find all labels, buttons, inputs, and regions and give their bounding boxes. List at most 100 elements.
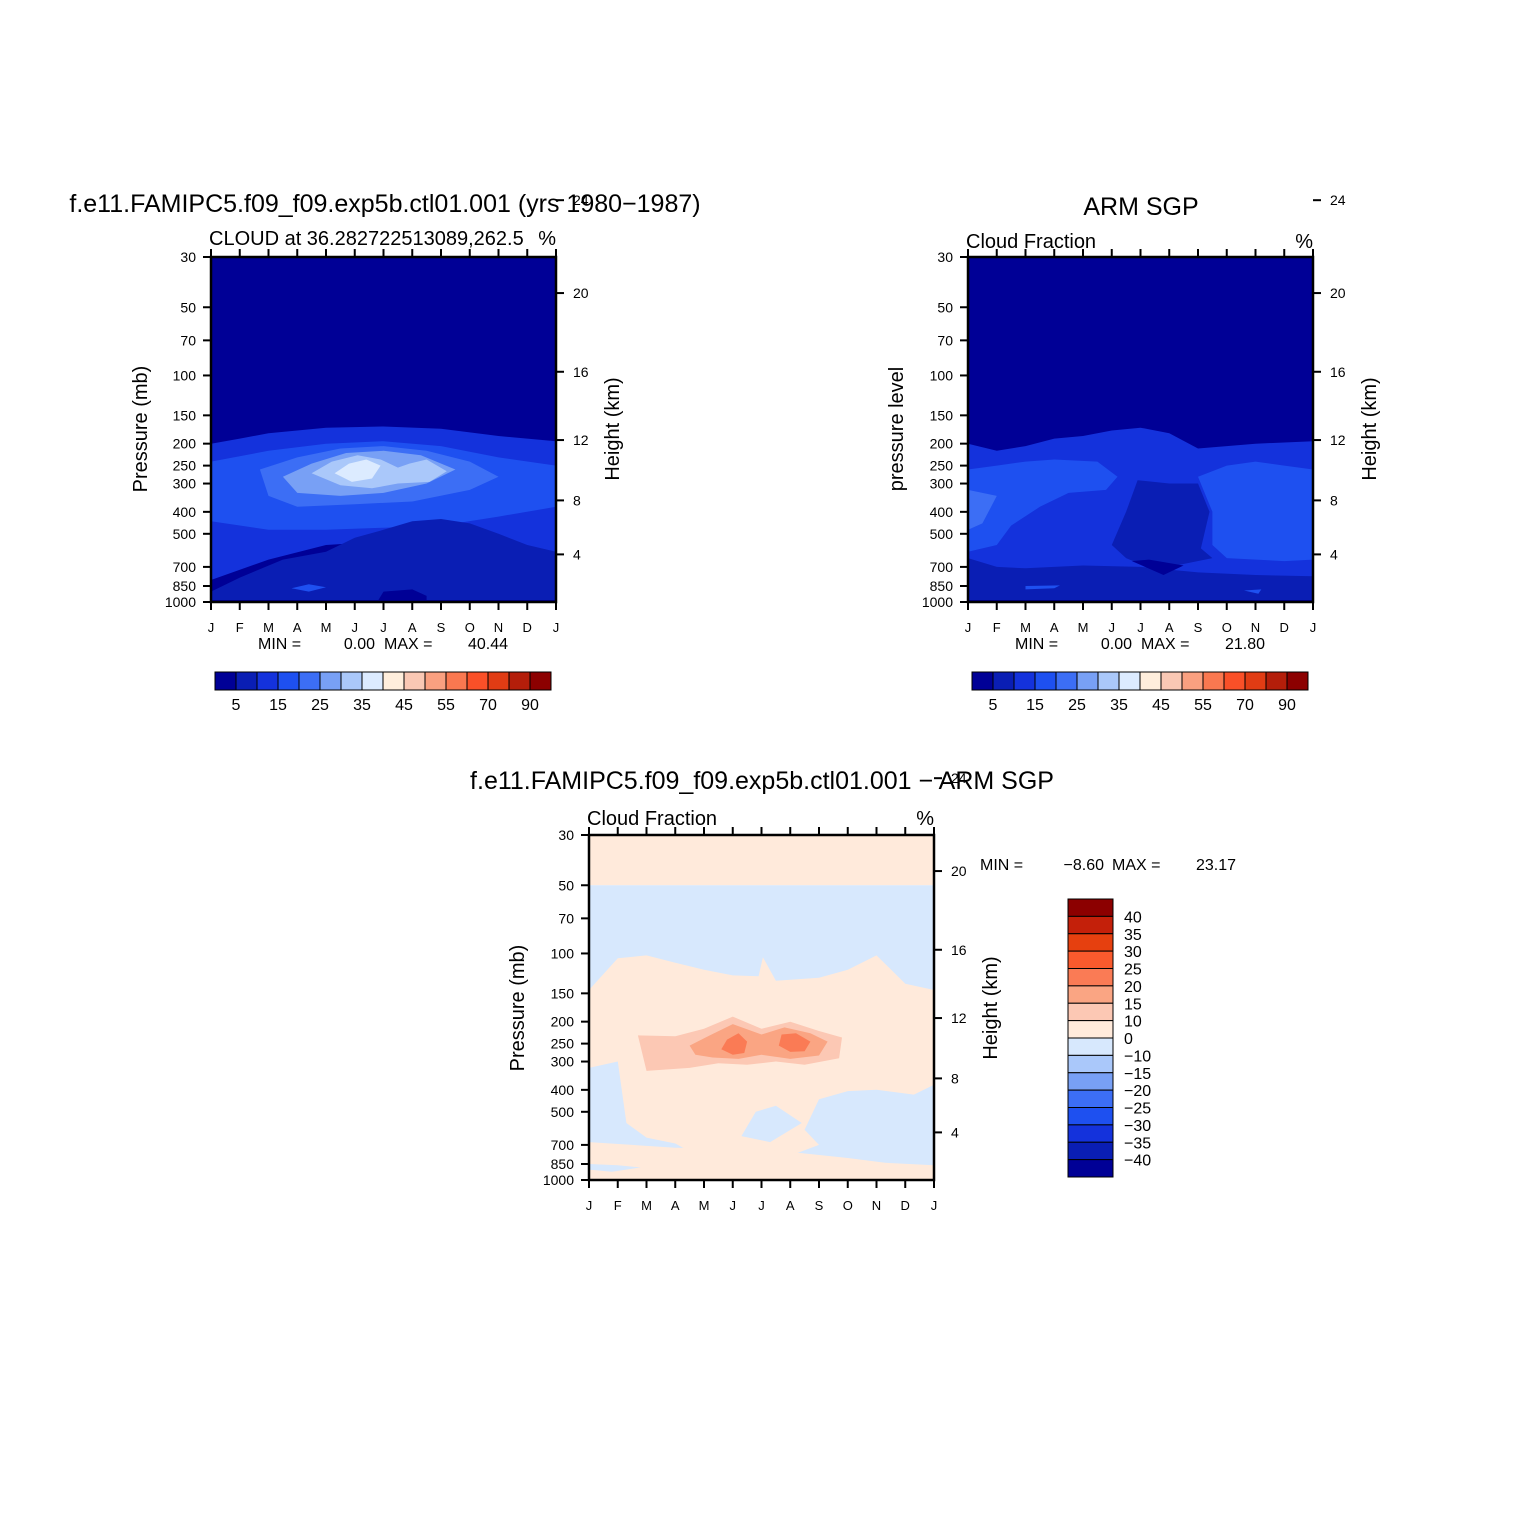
y-tick-label: 850 <box>551 1156 575 1172</box>
y-tick-label: 70 <box>937 332 953 348</box>
x-tick-label: M <box>263 620 274 635</box>
colorbar-label: 35 <box>353 697 371 714</box>
colorbar-label: 70 <box>1236 697 1254 714</box>
colorbar-swatch <box>466 671 489 691</box>
y-tick-label: 200 <box>930 436 954 452</box>
x-tick-label: J <box>730 1198 737 1213</box>
y-tick-label: 850 <box>930 578 954 594</box>
y-tick-label: 500 <box>173 526 197 542</box>
colorbar-swatch <box>1067 915 1114 935</box>
y2-tick-label: 12 <box>1330 432 1346 448</box>
x-tick-label: M <box>321 620 332 635</box>
colorbar-swatch <box>1097 671 1120 691</box>
colorbar-label: 35 <box>1110 697 1128 714</box>
x-tick-label: F <box>236 620 244 635</box>
colorbar-swatch <box>1181 671 1204 691</box>
y2-tick-label: 24 <box>1330 192 1346 208</box>
colorbar-swatch <box>298 671 321 691</box>
colorbar-swatch <box>1118 671 1141 691</box>
y-tick-label: 500 <box>930 526 954 542</box>
y2-tick-label: 12 <box>951 1010 967 1026</box>
x-tick-label: J <box>553 620 560 635</box>
contour-region-7 <box>1025 585 1060 590</box>
y-tick-label: 30 <box>558 827 574 843</box>
y-tick-label: 1000 <box>165 594 196 610</box>
contour-fills <box>211 426 556 601</box>
x-tick-label: A <box>293 620 302 635</box>
x-tick-label: A <box>671 1198 680 1213</box>
colorbar-label: 5 <box>989 697 998 714</box>
y2-tick-label: 4 <box>573 546 581 562</box>
contour-region-8 <box>1244 589 1262 594</box>
colorbar-swatch <box>1067 1002 1114 1022</box>
min-value: 0.00 <box>1101 636 1132 653</box>
x-tick-label: D <box>1280 620 1289 635</box>
y-tick-label: 1000 <box>922 594 953 610</box>
colorbar-swatch <box>1067 950 1114 969</box>
contour-region-3 <box>741 1105 802 1143</box>
units-label: % <box>916 808 934 830</box>
y2-tick-label: 8 <box>1330 492 1338 508</box>
y2-axis-label: Height (km) <box>602 377 624 480</box>
colorbar-swatch <box>1067 1089 1114 1108</box>
colorbar-swatch <box>1202 671 1225 691</box>
colorbar-label: 15 <box>1124 996 1142 1013</box>
colorbar-swatch <box>1160 671 1183 691</box>
y2-tick-label: 20 <box>1330 285 1346 301</box>
colorbar-label: −30 <box>1124 1118 1151 1135</box>
y-tick-label: 400 <box>551 1082 575 1098</box>
units-label: % <box>538 228 556 250</box>
colorbar: 5 15 25 35 45 55 70 90 <box>971 671 1309 714</box>
axes: J F M A M J J A S O N D J 30 50 70 100 150 200 250 300 400 500… <box>543 770 967 1213</box>
y2-tick-label: 16 <box>573 364 589 380</box>
colorbar-swatch <box>361 671 384 691</box>
colorbar-label: 5 <box>232 697 241 714</box>
y-tick-label: 250 <box>173 458 197 474</box>
y2-axis-label: Height (km) <box>1359 377 1381 480</box>
min-value: 0.00 <box>344 636 375 653</box>
y-tick-label: 250 <box>551 1036 575 1052</box>
x-tick-label: M <box>1078 620 1089 635</box>
x-tick-label: N <box>872 1198 881 1213</box>
min-label: MIN = <box>1015 636 1058 653</box>
x-tick-label: J <box>380 620 387 635</box>
colorbar-label: −35 <box>1124 1135 1151 1152</box>
contour-region-8 <box>377 589 427 601</box>
y-tick-label: 100 <box>173 367 197 383</box>
x-tick-label: M <box>699 1198 710 1213</box>
colorbar-label: 25 <box>1124 962 1142 979</box>
colorbar-swatch <box>1067 898 1114 917</box>
colorbar-swatch <box>1067 1054 1114 1074</box>
colorbar-swatch <box>1286 671 1309 691</box>
colorbar-label: 25 <box>1068 697 1086 714</box>
contour-region-5 <box>968 558 1313 600</box>
contour-region-4 <box>589 1142 934 1180</box>
colorbar-label: −40 <box>1124 1153 1151 1170</box>
contour-region-2 <box>1198 461 1313 562</box>
colorbar-swatch <box>487 671 510 691</box>
colorbar-label: 15 <box>269 697 287 714</box>
y-tick-label: 150 <box>930 407 954 423</box>
colorbar-label: 30 <box>1124 944 1142 961</box>
colorbar-label: 0 <box>1124 1031 1133 1048</box>
y-tick-label: 30 <box>937 249 953 265</box>
y-tick-label: 700 <box>551 1137 575 1153</box>
colorbar-swatch <box>971 671 994 691</box>
x-tick-label: D <box>901 1198 910 1213</box>
y2-tick-label: 16 <box>1330 364 1346 380</box>
x-tick-label: J <box>586 1198 593 1213</box>
chart-subtitle: Cloud Fraction <box>587 808 717 830</box>
y-tick-label: 850 <box>173 578 197 594</box>
y2-tick-label: 4 <box>951 1124 959 1140</box>
y-tick-label: 50 <box>180 299 196 315</box>
y-tick-label: 400 <box>930 504 954 520</box>
max-label: MAX = <box>1112 857 1160 874</box>
colorbar-label: 35 <box>1124 927 1142 944</box>
x-tick-label: J <box>1310 620 1317 635</box>
panel-observations: ARM SGP Cloud Fraction % J F M A M J J A S O N D J 30… <box>886 192 1381 714</box>
min-label: MIN = <box>258 636 301 653</box>
colorbar-swatch <box>992 671 1015 691</box>
contour-region-9 <box>778 1033 811 1052</box>
colorbar-swatch <box>1265 671 1288 691</box>
